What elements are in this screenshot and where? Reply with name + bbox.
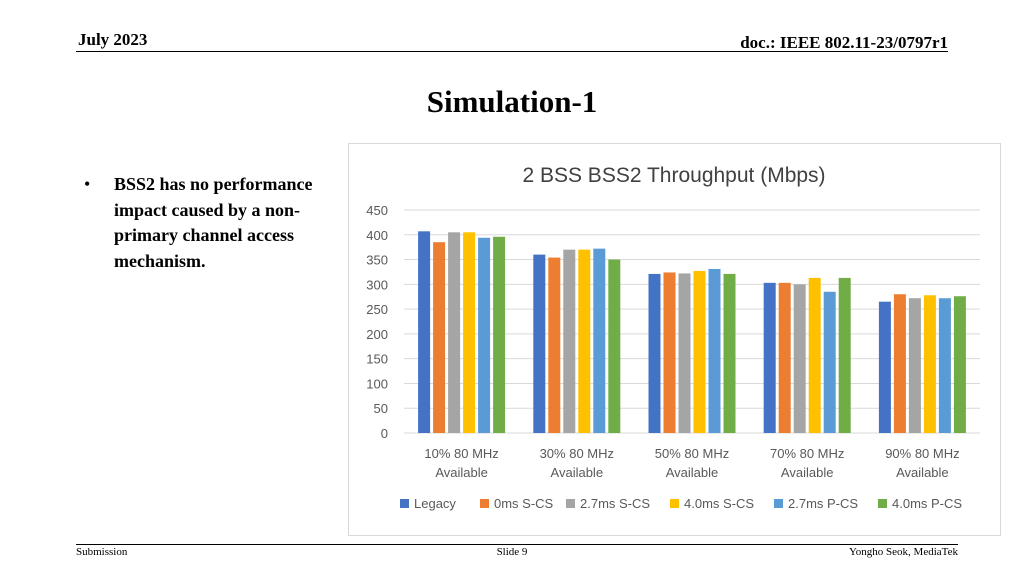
x-tick-label: 50% 80 MHz: [655, 446, 729, 461]
bar: [533, 254, 546, 433]
bar: [878, 301, 891, 433]
bar: [448, 232, 461, 433]
y-tick-label: 250: [366, 302, 388, 317]
legend-label: 2.7ms P-CS: [788, 496, 858, 511]
legend-swatch: [878, 499, 887, 508]
y-tick-label: 150: [366, 352, 388, 367]
footer-divider: [76, 544, 958, 545]
bar: [418, 231, 431, 433]
bar: [808, 277, 821, 433]
y-tick-label: 300: [366, 277, 388, 292]
footer-submission: Submission: [76, 546, 128, 558]
bar: [648, 273, 661, 433]
x-tick-label: Available: [666, 465, 719, 480]
bar: [893, 294, 906, 433]
y-tick-label: 400: [366, 228, 388, 243]
x-tick-label: 70% 80 MHz: [770, 446, 844, 461]
bar: [953, 296, 966, 433]
footer-author: Yongho Seok, MediaTek: [848, 546, 958, 558]
bar: [938, 298, 951, 433]
bar: [708, 268, 721, 433]
x-tick-label: Available: [896, 465, 949, 480]
legend-label: 4.0ms P-CS: [892, 496, 962, 511]
bar: [593, 248, 606, 433]
y-tick-label: 100: [366, 376, 388, 391]
x-tick-label: Available: [435, 465, 488, 480]
x-tick-label: 90% 80 MHz: [885, 446, 959, 461]
bullet-list: BSS2 has no performance impact caused by…: [82, 172, 352, 274]
bar: [493, 236, 506, 433]
bar: [908, 298, 921, 433]
bar: [608, 259, 621, 433]
slide-title: Simulation-1: [426, 84, 598, 119]
bar: [663, 272, 676, 433]
bar: [678, 273, 691, 433]
bar: [763, 282, 776, 433]
bar: [548, 257, 561, 433]
bar: [793, 284, 806, 433]
x-tick-label: 10% 80 MHz: [424, 446, 498, 461]
y-tick-label: 0: [381, 426, 388, 441]
bar: [778, 282, 791, 433]
y-tick-label: 200: [366, 327, 388, 342]
legend-swatch: [400, 499, 409, 508]
legend-swatch: [670, 499, 679, 508]
chart-container: 2 BSS BSS2 Throughput (Mbps) 0 50 100 150 200…: [348, 143, 1001, 536]
throughput-chart: 2 BSS BSS2 Throughput (Mbps) 0 50 100 150 200…: [366, 164, 980, 511]
legend-label: 2.7ms S-CS: [580, 496, 650, 511]
bar: [433, 242, 446, 433]
bullet-item: BSS2 has no performance impact caused by…: [84, 172, 352, 274]
y-tick-label: 450: [366, 203, 388, 218]
bar: [563, 249, 576, 433]
x-tick-label: Available: [551, 465, 604, 480]
header-doc-id: doc.: IEEE 802.11-23/0797r1: [740, 33, 948, 52]
legend-swatch: [480, 499, 489, 508]
header-date: July 2023: [78, 30, 148, 49]
y-tick-label: 50: [374, 401, 388, 416]
legend-swatch: [566, 499, 575, 508]
bar: [478, 237, 491, 433]
legend-swatch: [774, 499, 783, 508]
bar: [578, 249, 591, 433]
y-tick-label: 350: [366, 253, 388, 268]
bar: [693, 270, 706, 433]
legend-label: Legacy: [414, 496, 456, 511]
bar: [823, 291, 836, 433]
legend-label: 0ms S-CS: [494, 496, 554, 511]
x-tick-label: 30% 80 MHz: [540, 446, 614, 461]
header-divider: [76, 51, 948, 52]
bar: [838, 277, 851, 433]
bar: [463, 232, 476, 433]
legend-label: 4.0ms S-CS: [684, 496, 754, 511]
bar: [723, 273, 736, 433]
bar: [923, 295, 936, 433]
chart-title: 2 BSS BSS2 Throughput (Mbps): [522, 164, 825, 187]
footer-slide-number: Slide 9: [496, 546, 528, 558]
x-tick-label: Available: [781, 465, 834, 480]
